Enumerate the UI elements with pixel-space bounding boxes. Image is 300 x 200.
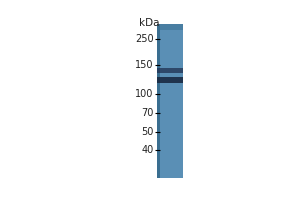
Bar: [157, 24, 160, 178]
Text: kDa: kDa: [139, 18, 160, 28]
Bar: [157, 77, 183, 83]
Text: 40: 40: [141, 145, 154, 155]
Text: 250: 250: [135, 34, 154, 44]
Bar: [157, 24, 183, 178]
Bar: [157, 24, 183, 30]
Bar: [157, 68, 183, 73]
Text: 70: 70: [141, 108, 154, 118]
Text: 100: 100: [135, 89, 154, 99]
Text: 50: 50: [141, 127, 154, 137]
Text: 150: 150: [135, 60, 154, 70]
